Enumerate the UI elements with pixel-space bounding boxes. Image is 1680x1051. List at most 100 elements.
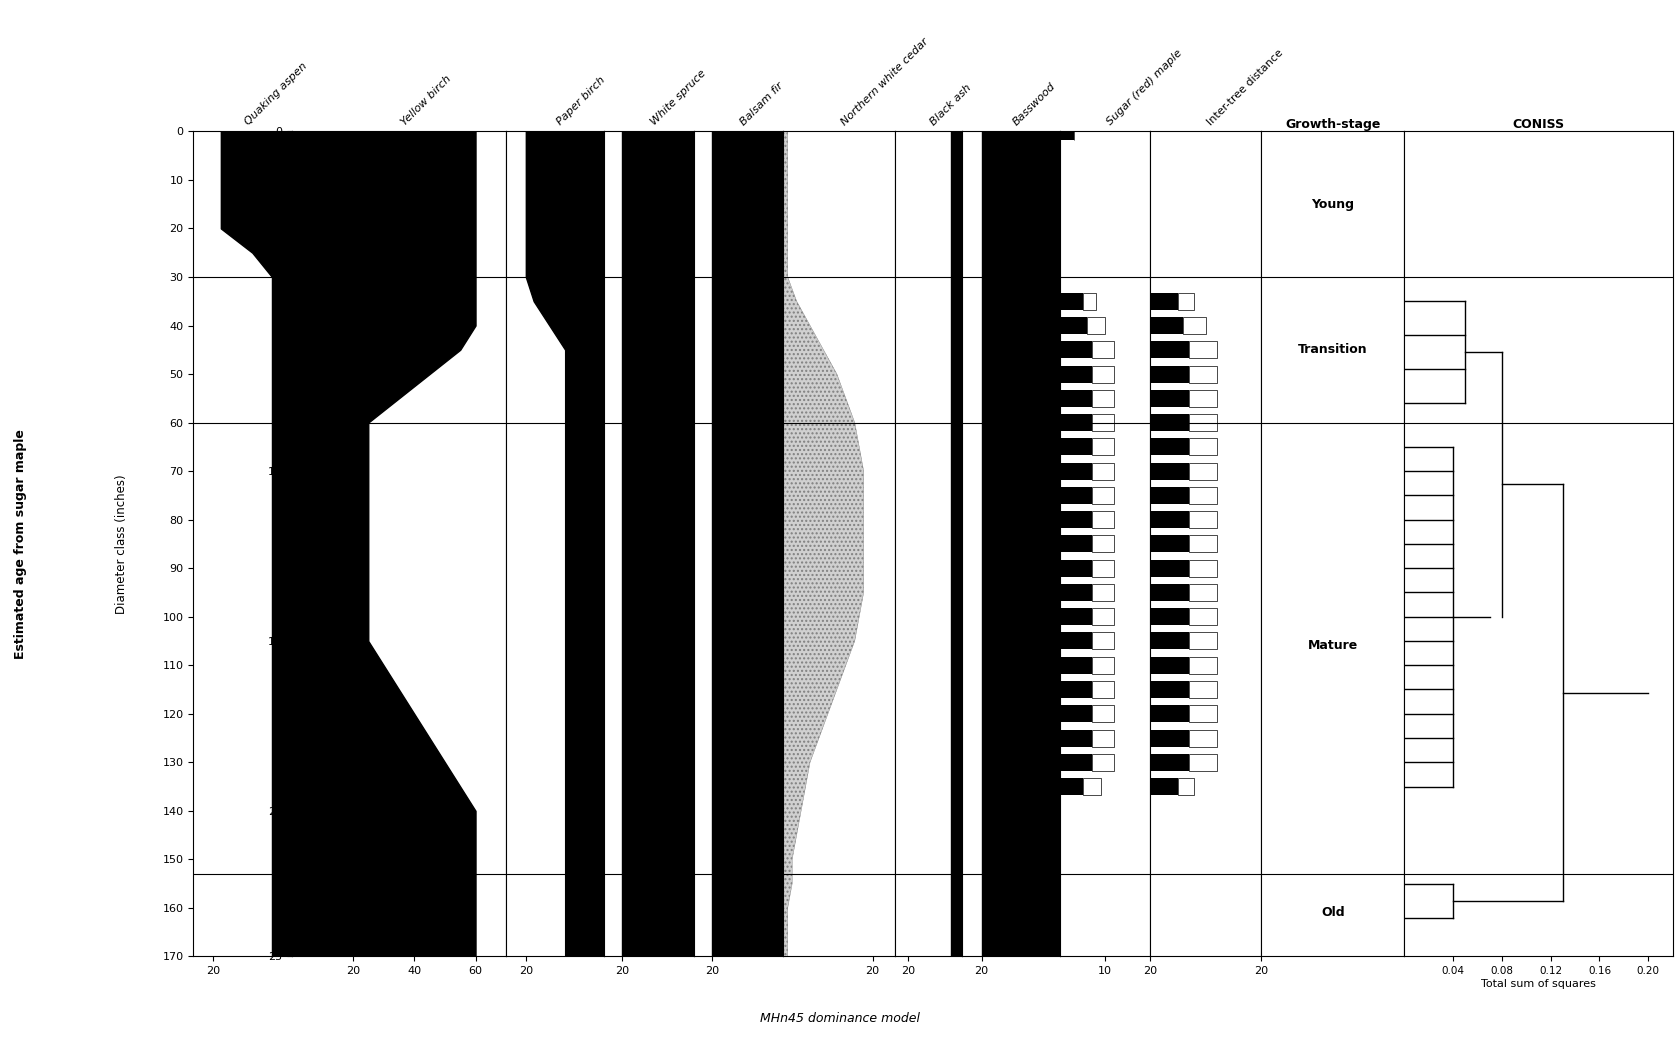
Bar [1087, 317, 1104, 334]
Bar [1149, 584, 1188, 601]
Text: Yellow birch: Yellow birch [398, 74, 452, 127]
Bar [1090, 390, 1114, 407]
Bar [1090, 633, 1114, 650]
Bar [1188, 342, 1216, 358]
Bar [1149, 487, 1188, 503]
Bar [1090, 462, 1114, 479]
Text: Young: Young [1310, 198, 1354, 210]
Bar [1090, 754, 1114, 770]
Bar [1060, 535, 1090, 553]
Bar [1149, 754, 1188, 770]
Text: Quaking aspen: Quaking aspen [242, 61, 309, 127]
Bar [1060, 293, 1082, 310]
Bar [1090, 414, 1114, 431]
Text: Transition: Transition [1297, 344, 1368, 356]
X-axis label: Total sum of squares: Total sum of squares [1480, 978, 1594, 989]
Bar [1060, 342, 1090, 358]
Bar [1149, 414, 1188, 431]
Bar [1060, 584, 1090, 601]
Bar [1183, 317, 1205, 334]
Bar [1060, 487, 1090, 503]
Text: Balsam fir: Balsam fir [738, 81, 785, 127]
Bar [1188, 705, 1216, 722]
Text: Diameter class (inches): Diameter class (inches) [114, 474, 128, 614]
Bar [1188, 560, 1216, 577]
Bar [1090, 535, 1114, 553]
Bar [1149, 438, 1188, 455]
Bar [1188, 462, 1216, 479]
Text: Old: Old [1320, 906, 1344, 920]
Text: Inter-tree distance: Inter-tree distance [1205, 47, 1285, 127]
Text: White spruce: White spruce [648, 68, 707, 127]
Bar [1149, 293, 1178, 310]
Bar [1149, 390, 1188, 407]
Text: Mature: Mature [1307, 639, 1357, 653]
Bar [1149, 778, 1178, 795]
Bar [1060, 657, 1090, 674]
Text: Black ash: Black ash [927, 82, 973, 127]
Text: Sugar (red) maple: Sugar (red) maple [1104, 48, 1183, 127]
Bar [1090, 705, 1114, 722]
Bar [1060, 609, 1090, 625]
Bar [1178, 293, 1194, 310]
Bar [1060, 560, 1090, 577]
Bar [1188, 681, 1216, 698]
Bar [1149, 366, 1188, 383]
Bar [1188, 633, 1216, 650]
Bar [1090, 584, 1114, 601]
Bar [1060, 438, 1090, 455]
Bar [1188, 414, 1216, 431]
Bar [1090, 657, 1114, 674]
Bar [1060, 754, 1090, 770]
Bar [1090, 729, 1114, 746]
Bar [1090, 487, 1114, 503]
Bar [1178, 778, 1194, 795]
Bar [1188, 511, 1216, 528]
Bar [1149, 462, 1188, 479]
Bar [1149, 681, 1188, 698]
Bar [1188, 390, 1216, 407]
Bar [1090, 511, 1114, 528]
Bar [1188, 657, 1216, 674]
Bar [1060, 778, 1082, 795]
Bar [1188, 754, 1216, 770]
Bar [1090, 681, 1114, 698]
Text: MHn45 dominance model: MHn45 dominance model [759, 1012, 921, 1025]
Bar [1060, 511, 1090, 528]
Bar [1149, 729, 1188, 746]
Text: Paper birch: Paper birch [554, 75, 606, 127]
Text: Northern white cedar: Northern white cedar [838, 36, 929, 127]
Bar [1082, 778, 1100, 795]
Bar [1188, 366, 1216, 383]
Bar [1090, 609, 1114, 625]
Bar [1060, 414, 1090, 431]
Bar [1149, 705, 1188, 722]
Bar [1060, 462, 1090, 479]
Bar [1149, 535, 1188, 553]
Bar [1090, 560, 1114, 577]
Bar [1188, 487, 1216, 503]
Bar [1060, 123, 1074, 140]
Bar [1060, 390, 1090, 407]
Bar [1188, 535, 1216, 553]
Bar [1090, 366, 1114, 383]
Title: CONISS: CONISS [1512, 119, 1564, 131]
Bar [1090, 342, 1114, 358]
Bar [1149, 657, 1188, 674]
Bar [1060, 729, 1090, 746]
Bar [1060, 317, 1087, 334]
Bar [1060, 681, 1090, 698]
Bar [1090, 438, 1114, 455]
Bar [1188, 729, 1216, 746]
Bar [1149, 511, 1188, 528]
Bar [1149, 317, 1183, 334]
Bar [1149, 633, 1188, 650]
Text: Estimated age from sugar maple: Estimated age from sugar maple [13, 429, 27, 659]
Bar [1060, 366, 1090, 383]
Text: Basswood: Basswood [1011, 81, 1057, 127]
Bar [1188, 438, 1216, 455]
Bar [1149, 342, 1188, 358]
Bar [1082, 293, 1095, 310]
Title: Growth-stage: Growth-stage [1285, 119, 1379, 131]
Bar [1149, 609, 1188, 625]
